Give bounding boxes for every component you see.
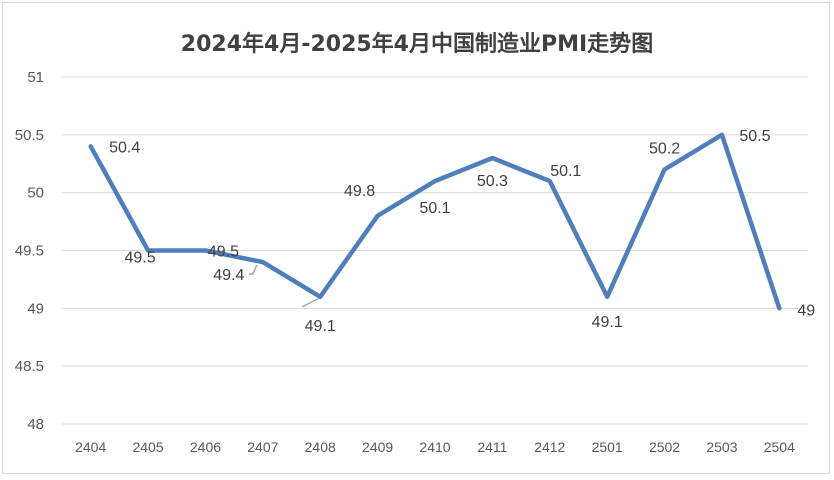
data-label: 50.1 bbox=[550, 163, 581, 180]
x-tick-label: 2412 bbox=[534, 439, 565, 455]
data-label: 50.5 bbox=[739, 128, 770, 145]
x-tick-label: 2503 bbox=[706, 439, 737, 455]
y-tick-label: 48.5 bbox=[15, 358, 44, 375]
data-label: 49.1 bbox=[592, 314, 623, 331]
data-label: 49.5 bbox=[125, 250, 156, 267]
data-label: 49.4 bbox=[213, 267, 244, 284]
x-tick-label: 2501 bbox=[592, 439, 623, 455]
y-tick-label: 51 bbox=[27, 69, 44, 86]
leader-line bbox=[301, 298, 319, 308]
data-label: 50.3 bbox=[477, 173, 508, 190]
x-tick-label: 2410 bbox=[419, 439, 450, 455]
y-tick-label: 48 bbox=[27, 416, 44, 433]
x-tick-label: 2411 bbox=[477, 439, 507, 455]
x-tick-label: 2406 bbox=[190, 439, 221, 455]
x-tick-label: 2408 bbox=[305, 439, 336, 455]
data-label: 50.4 bbox=[109, 139, 140, 156]
y-axis-ticks: 48 48.5 49 49.5 50 50.5 51 bbox=[15, 69, 44, 433]
y-tick-label: 49.5 bbox=[15, 243, 44, 260]
data-label: 49.1 bbox=[305, 318, 336, 335]
y-tick-label: 49 bbox=[27, 300, 44, 317]
series-line bbox=[88, 132, 782, 311]
data-labels: 50.4 49.5 49.5 49.4 49.1 49.8 50.1 50.3 50.1 49.1… bbox=[109, 128, 815, 335]
x-axis-ticks: 2404 2405 2406 2407 2408 2409 2410 2411 2412 2501… bbox=[75, 439, 795, 455]
x-tick-label: 2502 bbox=[649, 439, 680, 455]
y-tick-label: 50.5 bbox=[15, 127, 44, 144]
x-tick-label: 2407 bbox=[247, 439, 278, 455]
data-label: 50.1 bbox=[419, 200, 450, 217]
leader-line bbox=[248, 264, 258, 275]
x-tick-label: 2409 bbox=[362, 439, 393, 455]
y-tick-label: 50 bbox=[27, 185, 44, 202]
data-label: 49 bbox=[797, 302, 815, 319]
x-tick-label: 2405 bbox=[132, 439, 163, 455]
data-label: 49.5 bbox=[208, 244, 239, 261]
data-label: 49.8 bbox=[344, 183, 375, 200]
data-label: 50.2 bbox=[649, 141, 680, 158]
series-line-layer bbox=[88, 132, 782, 311]
gridlines bbox=[62, 76, 808, 425]
chart-title: 2024年4月-2025年4月中国制造业PMI走势图 bbox=[180, 32, 654, 57]
x-tick-label: 2504 bbox=[764, 439, 795, 455]
x-tick-label: 2404 bbox=[75, 439, 106, 455]
